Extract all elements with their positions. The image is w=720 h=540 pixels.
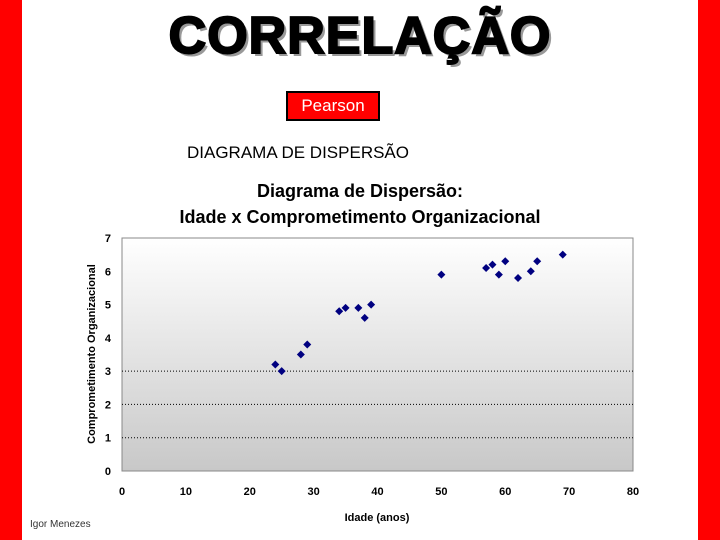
data-point — [533, 257, 542, 266]
data-point — [482, 263, 491, 272]
x-tick-label: 70 — [563, 486, 575, 498]
x-axis-label: Idade (anos) — [345, 512, 410, 524]
x-tick-label: 0 — [119, 486, 125, 498]
section-subtitle: DIAGRAMA DE DISPERSÃO — [187, 143, 409, 162]
data-point — [558, 250, 567, 259]
data-point — [360, 313, 369, 322]
x-tick-label: 10 — [180, 486, 192, 498]
x-tick-label: 20 — [244, 486, 256, 498]
y-tick-label: 3 — [105, 366, 111, 378]
x-tick-label: 40 — [371, 486, 383, 498]
data-point — [494, 270, 503, 279]
x-tick-label: 30 — [308, 486, 320, 498]
grid-lines — [122, 370, 633, 439]
slide-title: CORRELAÇÃO — [168, 6, 552, 66]
pearson-badge: Pearson — [286, 91, 380, 121]
data-point — [341, 303, 350, 312]
left-accent-bar — [0, 0, 22, 540]
y-tick-label: 2 — [105, 399, 111, 411]
right-accent-bar — [698, 0, 720, 540]
y-tick-label: 6 — [105, 266, 111, 278]
x-tick-label: 60 — [499, 486, 511, 498]
y-tick-label: 1 — [105, 433, 111, 445]
data-point — [296, 350, 305, 359]
author-credit: Igor Menezes — [30, 519, 91, 530]
data-point — [335, 307, 344, 316]
data-point — [354, 303, 363, 312]
data-point — [437, 270, 446, 279]
y-tick-label: 7 — [105, 233, 111, 245]
data-point — [367, 300, 376, 309]
chart-title-line-2: Idade x Comprometimento Organizacional — [179, 207, 540, 227]
data-point — [303, 340, 312, 349]
data-point — [514, 273, 523, 282]
data-points — [271, 250, 567, 376]
data-point — [501, 257, 510, 266]
data-point — [526, 267, 535, 276]
plot-area — [121, 237, 634, 472]
x-tick-label: 50 — [435, 486, 447, 498]
data-point — [271, 360, 280, 369]
y-tick-label: 4 — [105, 333, 112, 345]
x-tick-label: 80 — [627, 486, 639, 498]
chart-title-line-1: Diagrama de Dispersão: — [257, 181, 463, 201]
y-tick-label: 0 — [105, 466, 111, 478]
y-tick-label: 5 — [105, 300, 111, 312]
data-point — [488, 260, 497, 269]
y-axis-label: Comprometimento Organizacional — [86, 264, 98, 444]
data-point — [277, 367, 286, 376]
